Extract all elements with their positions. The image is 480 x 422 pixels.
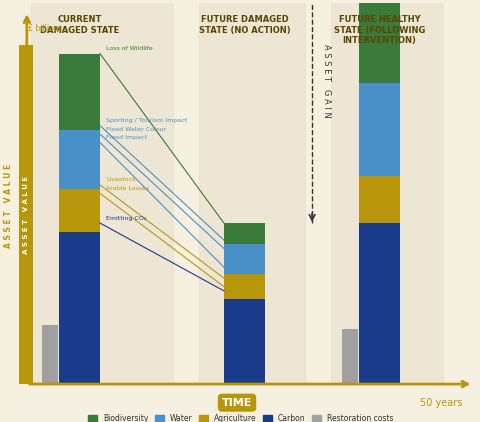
Bar — [331, 3, 444, 384]
Bar — [359, 0, 400, 83]
Text: Sporting / Tourism Impact: Sporting / Tourism Impact — [106, 118, 187, 123]
Bar — [224, 274, 265, 299]
Bar — [359, 83, 400, 176]
Bar — [59, 130, 100, 189]
Text: Flood Water Colour: Flood Water Colour — [106, 127, 166, 132]
Bar — [200, 3, 305, 384]
Bar — [19, 45, 33, 384]
Text: 50 years: 50 years — [420, 398, 462, 408]
Bar — [359, 223, 400, 384]
Text: A S S E T   V A L U E: A S S E T V A L U E — [23, 176, 29, 254]
Text: FUTURE DAMAGED
STATE (NO ACTION): FUTURE DAMAGED STATE (NO ACTION) — [199, 16, 290, 35]
Text: £ billions: £ billions — [28, 24, 63, 33]
Text: Loss of Wildlife: Loss of Wildlife — [106, 46, 153, 51]
Bar — [59, 189, 100, 232]
Text: Livestock: Livestock — [106, 177, 136, 182]
Bar — [342, 329, 358, 384]
Text: FUTURE HEALTHY
STATE (FOLLOWING
INTERVENTION): FUTURE HEALTHY STATE (FOLLOWING INTERVEN… — [334, 16, 425, 45]
Text: Flood Impact: Flood Impact — [106, 135, 147, 140]
Text: A S S E T   G A I N: A S S E T G A I N — [322, 44, 331, 118]
Text: TIME: TIME — [222, 398, 252, 408]
Bar — [59, 54, 100, 130]
Text: Arable Losses: Arable Losses — [106, 186, 149, 191]
Bar — [224, 223, 265, 244]
Text: Emitting CO₂: Emitting CO₂ — [106, 216, 146, 221]
Legend: Biodiversity, Water, Agriculture, Carbon, Restoration costs: Biodiversity, Water, Agriculture, Carbon… — [85, 411, 396, 422]
Bar — [31, 3, 173, 384]
Bar — [224, 244, 265, 274]
Bar — [59, 232, 100, 384]
Bar — [224, 299, 265, 384]
Bar — [359, 176, 400, 223]
Bar — [42, 325, 58, 384]
Text: CURRENT
DAMAGED STATE: CURRENT DAMAGED STATE — [40, 16, 119, 35]
Text: A S S E T   V A L U E: A S S E T V A L U E — [3, 164, 12, 248]
